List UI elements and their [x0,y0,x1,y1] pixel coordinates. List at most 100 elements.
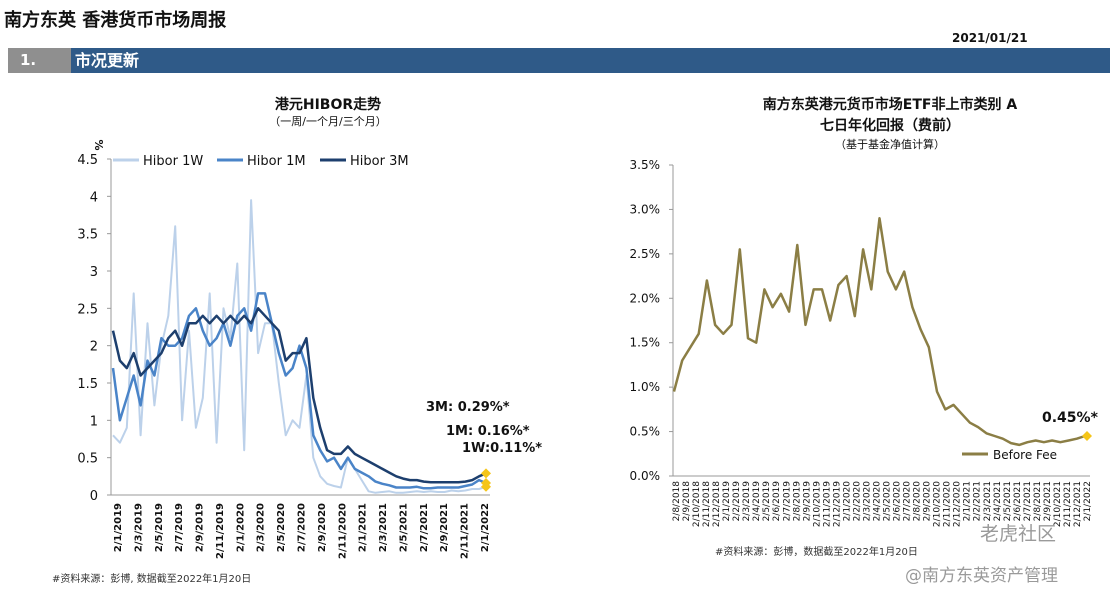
etf-x-tick-label: 2/4/2021 [993,481,1003,521]
etf-x-tick-label: 2/2/2019 [732,481,742,522]
etf-x-tick-label: 2/1/2019 [722,481,732,522]
etf-source-note: #资料来源：彭博，数据截至2022年1月20日 [715,547,918,558]
etf-before-fee-line [672,217,1086,447]
etf-x-tick-label: 2/5/2020 [883,481,893,522]
hibor-end-marker [481,468,491,479]
etf-x-tick-label: 2/2/2021 [973,481,983,521]
etf-x-tick-label: 2/3/2020 [862,481,872,522]
hibor-3m-annotation: 3M: 0.29%* [426,400,510,415]
hibor-y-tick-label: 0 [90,489,98,504]
hibor-legend-label: Hibor 3M [350,154,409,169]
etf-x-tick-label: 2/9/2019 [802,481,812,522]
hibor-x-tick-label: 2/1/2021 [358,503,369,552]
watermark-brand: @南方东英资产管理 [905,566,1058,586]
etf-x-tick-label: 2/11/2019 [822,481,832,527]
hibor-legend-label: Hibor 1M [247,154,306,169]
etf-x-tick-label: 2/5/2019 [762,481,772,522]
hibor-y-tick-label: 3.5 [77,228,98,243]
etf-y-tick-label: 1.5% [630,336,661,350]
hibor-y-tick-label: 2.5 [77,302,98,317]
etf-end-marker [1082,431,1092,442]
hibor-chart: 0 0.5 1 1.5 2 2.5 3 3.5 4 4.5% 2/1/2019 2/3/2019 2/5… [77,139,542,559]
hibor-x-tick-label: 2/11/2020 [337,503,348,559]
watermark-community: 老虎社区 [980,523,1057,545]
hibor-x-tick-label: 2/5/2019 [154,503,165,552]
etf-legend-label: Before Fee [993,448,1057,462]
etf-x-tick-label: 2/6/2021 [1013,481,1023,521]
etf-x-tick-label: 2/8/2019 [792,481,802,522]
hibor-3m-line [111,307,487,484]
etf-y-tick-label: 0.5% [630,425,661,439]
section-bar: 1. 市况更新 [8,48,1110,73]
hibor-x-tick-label: 2/9/2019 [195,503,206,552]
etf-x-tick-label: 2/5/2021 [1003,481,1013,521]
etf-x-tick-label: 2/9/2020 [923,481,933,522]
etf-x-tick-label: 2/3/2021 [983,481,993,521]
etf-x-tick-label: 2/8/2018 [672,481,682,522]
hibor-x-tick-label: 2/9/2021 [439,503,450,552]
hibor-x-tick-label: 2/7/2020 [297,503,308,552]
etf-x-tick-label: 2/9/2018 [682,481,692,522]
hibor-x-tick-label: 2/11/2019 [215,503,226,559]
hibor-x-tick-label: 2/3/2019 [133,503,144,552]
etf-chart-title-2: 七日年化回报（费前） [820,118,960,134]
hibor-y-tick-label: 4.5 [77,153,98,168]
etf-y-tick-label: 1.0% [630,380,661,394]
hibor-x-tick-label: 2/3/2020 [256,503,267,552]
hibor-x-tick-label: 2/7/2019 [174,503,185,552]
etf-y-tick-label: 3.0% [630,202,661,216]
etf-x-tick-label: 2/6/2020 [893,481,903,522]
hibor-y-tick-label: 1.5 [77,377,98,392]
etf-y-tick-label: 2.0% [630,291,661,305]
etf-x-tick-label: 2/11/2018 [702,481,712,527]
hibor-x-tick-label: 2/5/2021 [398,503,409,552]
report-date: 2021/01/21 [952,31,1028,45]
hibor-source-note: #资料来源：彭博, 数据截至2022年1月20日 [52,574,252,585]
etf-x-tick-label: 2/12/2018 [712,481,722,527]
hibor-y-tick-label: 1 [90,414,98,429]
etf-x-tick-label: 2/12/2020 [953,481,963,527]
etf-x-tick-label: 2/7/2020 [903,481,913,522]
hibor-x-tick-label: 2/7/2021 [419,503,430,552]
etf-x-tick-label: 2/8/2021 [1033,481,1043,521]
etf-x-tick-label: 2/10/2018 [692,481,702,527]
etf-chart: 0.0% 0.5% 1.0% 1.5% 2.0% 2.5% 3.0% 3.5% 2/8/2018… [630,158,1099,527]
etf-x-tick-label: 2/7/2019 [782,481,792,522]
etf-x-tick-label: 2/11/2020 [943,481,953,527]
etf-x-tick-label: 2/10/2021 [1053,481,1063,527]
hibor-1m-line [111,292,487,490]
etf-x-tick-label: 2/2/2020 [852,481,862,522]
hibor-x-tick-label: 2/11/2021 [460,503,471,559]
hibor-legend-label: Hibor 1W [143,154,203,169]
section-number: 1. [8,48,71,73]
hibor-chart-title: 港元HIBOR走势 [274,97,382,113]
etf-x-tick-label: 2/9/2021 [1043,481,1053,521]
hibor-y-tick-label: 0.5 [77,452,98,467]
etf-x-tick-label: 2/11/2021 [1063,481,1073,527]
hibor-x-tick-label: 2/1/2019 [113,503,124,552]
etf-x-tick-label: 2/1/2022 [1083,481,1093,521]
hibor-1w-line [112,199,487,494]
hibor-end-marker [481,478,491,489]
etf-x-tick-label: 2/4/2020 [872,481,882,522]
report-title: 南方东英 香港货币市场周报 [4,10,227,31]
hibor-y-axis-label: % [92,139,105,150]
etf-x-tick-label: 2/3/2019 [742,481,752,522]
etf-x-tick-label: 2/12/2021 [1073,481,1083,527]
hibor-x-tick-label: 2/9/2020 [317,503,328,552]
etf-y-tick-label: 3.5% [630,158,661,172]
hibor-1m-annotation: 1M: 0.16%* [446,424,530,439]
etf-x-tick-label: 2/1/2020 [842,481,852,522]
etf-y-tick-label: 2.5% [630,247,661,261]
hibor-y-tick-label: 2 [90,340,98,355]
etf-annotation: 0.45%* [1042,410,1099,426]
etf-x-tick-label: 2/1/2021 [963,481,973,521]
hibor-x-tick-label: 2/1/2022 [480,503,491,552]
etf-chart-subtitle: （基于基金净值计算） [835,138,945,151]
etf-x-tick-label: 2/10/2020 [933,481,943,527]
hibor-chart-subtitle: （一周/一个月/三个月） [269,115,387,128]
etf-y-tick-label: 0.0% [630,469,661,483]
hibor-x-tick-label: 2/3/2021 [378,503,389,552]
etf-x-tick-label: 2/4/2019 [752,481,762,522]
etf-x-tick-label: 2/7/2021 [1023,481,1033,521]
